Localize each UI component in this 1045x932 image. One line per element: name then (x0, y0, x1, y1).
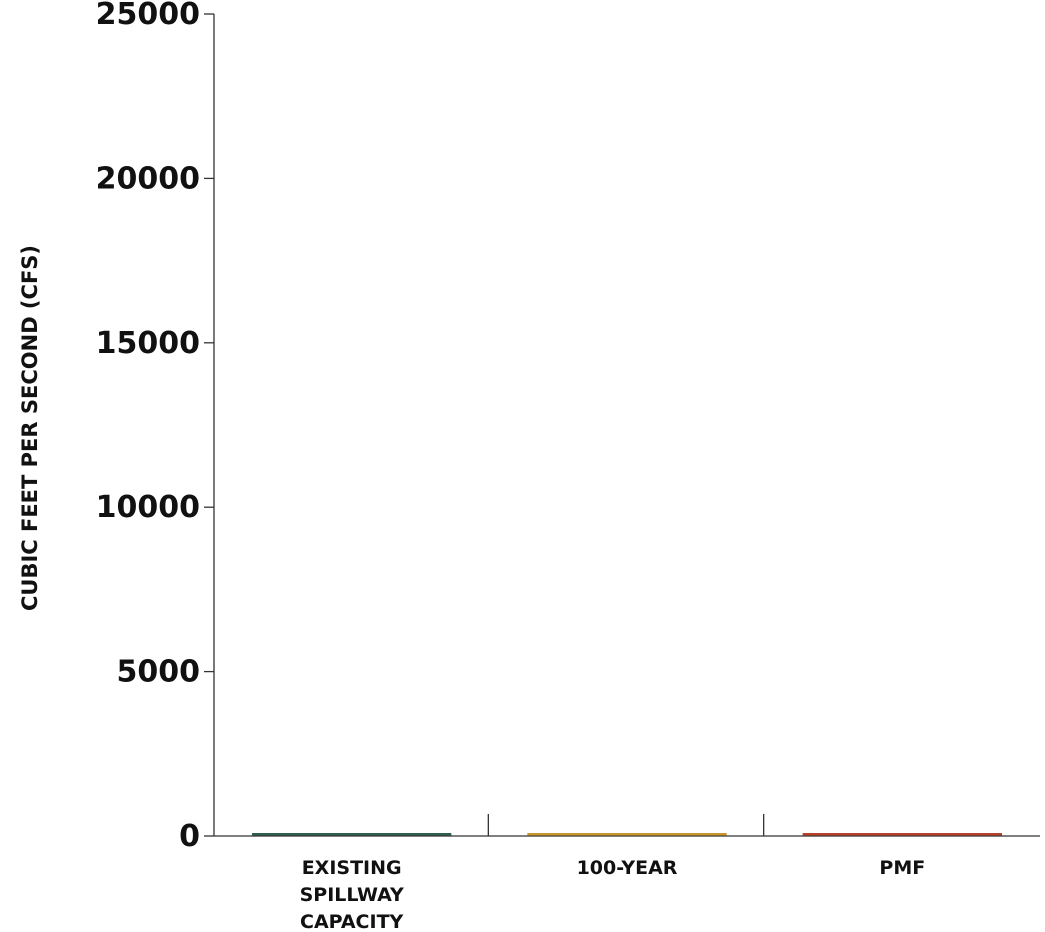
y-tick-label: 10000 (96, 490, 200, 525)
y-tick-label: 0 (179, 819, 200, 854)
x-category-label-line: PMF (879, 857, 925, 879)
y-tick-label: 25000 (96, 0, 200, 32)
x-category-label: PMF (879, 857, 925, 879)
x-category-label-line: SPILLWAY (300, 884, 404, 906)
bar (252, 833, 452, 836)
x-category-label-line: CAPACITY (300, 911, 404, 932)
bar (802, 833, 1002, 836)
y-axis-title: CUBIC FEET PER SECOND (CFS) (18, 245, 42, 611)
x-category-label-line: 100-YEAR (577, 857, 678, 879)
x-category-label-line: EXISTING (302, 857, 402, 879)
y-tick-label: 15000 (96, 326, 200, 361)
bar (527, 833, 727, 836)
y-axis: 0 5000 10000 15000 20000 25000 (96, 0, 215, 854)
x-category-label: EXISTING SPILLWAY CAPACITY (300, 857, 404, 932)
y-tick-label: 5000 (117, 655, 201, 690)
bars (252, 833, 1002, 836)
x-axis: EXISTING SPILLWAY CAPACITY 100-YEAR PMF (214, 814, 1040, 932)
x-category-label: 100-YEAR (577, 857, 678, 879)
y-tick-label: 20000 (96, 161, 200, 196)
